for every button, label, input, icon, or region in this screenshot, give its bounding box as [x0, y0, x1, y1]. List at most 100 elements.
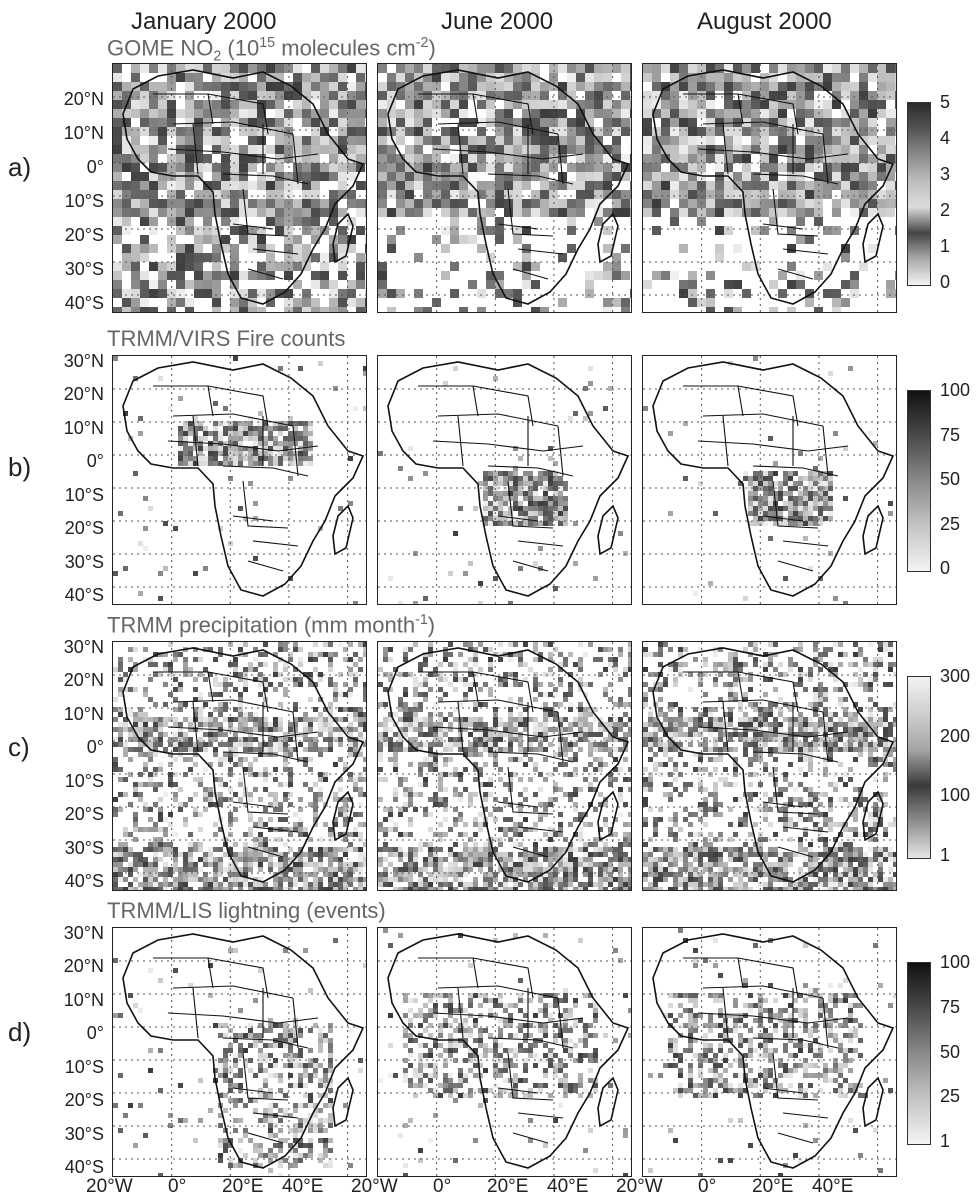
map-cell [343, 812, 348, 817]
map-cell [298, 857, 303, 862]
map-cell [118, 807, 123, 812]
map-cell [553, 847, 558, 852]
map-cell [239, 82, 248, 91]
map-cell [643, 136, 652, 145]
map-cell [293, 647, 298, 652]
map-cell [688, 280, 697, 289]
map-cell [493, 476, 498, 481]
map-cell [258, 772, 263, 777]
map-cell [688, 145, 697, 154]
map-cell [113, 73, 122, 82]
map-cell [158, 717, 163, 722]
map-cell [383, 717, 388, 722]
map-cell [343, 862, 348, 867]
map-cell [760, 91, 769, 100]
map-cell [613, 777, 618, 782]
map-cell [263, 441, 268, 446]
map-cell [348, 807, 353, 812]
map-cell [841, 64, 850, 73]
map-cell [388, 852, 393, 857]
map-cell [158, 199, 167, 208]
map-cell [128, 847, 133, 852]
map-cell [576, 118, 585, 127]
map-cell [468, 163, 477, 172]
map-cell [523, 521, 528, 526]
map-cell [238, 692, 243, 697]
map-cell [228, 847, 233, 852]
map-cell [628, 732, 631, 737]
map-cell [850, 271, 859, 280]
map-cell [751, 82, 760, 91]
map-cell [563, 521, 568, 526]
map-cell [498, 807, 503, 812]
map-cell [477, 82, 486, 91]
map-cell [630, 136, 631, 145]
map-cell [483, 852, 488, 857]
map-cell [338, 109, 347, 118]
map-cell [850, 127, 859, 136]
map-cell [679, 64, 688, 73]
map-cell [233, 436, 238, 441]
map-cell [131, 136, 140, 145]
map-cell [268, 451, 273, 456]
map-cell [183, 461, 188, 466]
map-cell [859, 181, 868, 190]
map-cell [473, 722, 478, 727]
map-cell [178, 431, 183, 436]
map-cell [513, 481, 518, 486]
map-cell [563, 752, 568, 757]
map-svg [643, 356, 896, 604]
map-cell [149, 199, 158, 208]
map-cell [558, 486, 563, 491]
map-cell [353, 677, 358, 682]
map-cell [438, 662, 443, 667]
map-cell [288, 677, 293, 682]
map-cell [353, 662, 358, 667]
map-cell [396, 127, 405, 136]
map-cell [613, 727, 618, 732]
map-cell [623, 802, 628, 807]
map-cell [288, 652, 293, 657]
map-cell [414, 100, 423, 109]
map-cell [163, 747, 168, 752]
map-cell [473, 842, 478, 847]
map-cell [176, 244, 185, 253]
map-cell [477, 136, 486, 145]
map-cell [886, 91, 895, 100]
map-cell [194, 208, 203, 217]
map-cell [143, 867, 148, 872]
country-border [207, 93, 269, 135]
map-cell [453, 662, 458, 667]
map-cell [598, 852, 603, 857]
map-cell [483, 792, 488, 797]
map-cell [308, 722, 313, 727]
map-cell [813, 506, 818, 511]
map-cell [477, 127, 486, 136]
map-cell [268, 446, 273, 451]
map-cell [218, 742, 223, 747]
map-cell [248, 154, 257, 163]
map-cell [679, 280, 688, 289]
map-cell [311, 64, 320, 73]
map-cell [143, 767, 148, 772]
map-cell [213, 872, 218, 877]
map-cell [670, 118, 679, 127]
map-cell [733, 154, 742, 163]
map-cell [628, 667, 631, 672]
map-cell [423, 91, 432, 100]
map-cell [194, 154, 203, 163]
map-cell [163, 847, 168, 852]
map-cell [588, 852, 593, 857]
map-cell [408, 797, 413, 802]
map-cell [203, 446, 208, 451]
map-cell [158, 722, 163, 727]
map-cell [387, 82, 396, 91]
map-cell [543, 702, 548, 707]
map-cell [248, 812, 253, 817]
map-cell [533, 827, 538, 832]
map-cell [618, 647, 623, 652]
country-border [242, 766, 289, 815]
map-cell [208, 451, 213, 456]
map-cell [850, 208, 859, 217]
map-cell [263, 682, 268, 687]
